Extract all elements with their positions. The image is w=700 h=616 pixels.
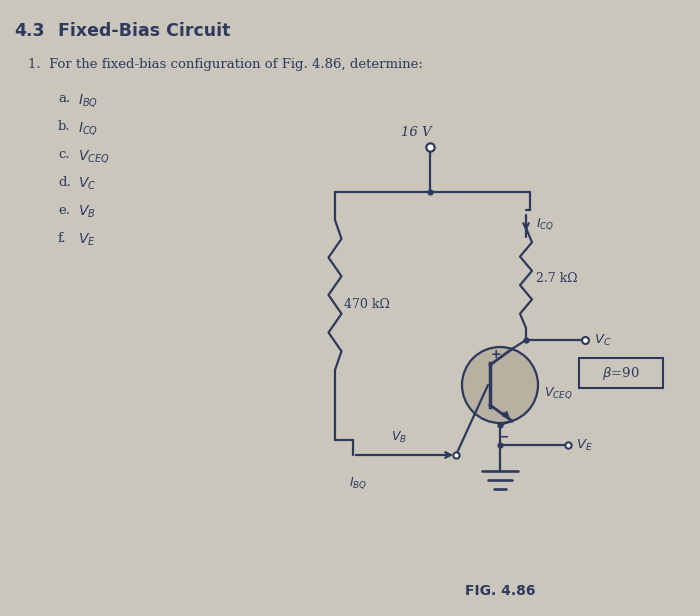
Text: c.: c.	[58, 148, 69, 161]
Text: $V_C$: $V_C$	[594, 333, 612, 347]
Circle shape	[462, 347, 538, 423]
Text: f.: f.	[58, 232, 66, 245]
FancyBboxPatch shape	[579, 358, 663, 388]
Text: 2.7 kΩ: 2.7 kΩ	[536, 272, 578, 285]
Text: $V_B$: $V_B$	[391, 429, 407, 445]
Text: FIG. 4.86: FIG. 4.86	[465, 584, 536, 598]
Text: $I_{BQ}$: $I_{BQ}$	[78, 92, 98, 109]
Text: e.: e.	[58, 204, 70, 217]
Text: 470 kΩ: 470 kΩ	[344, 299, 390, 312]
Text: Fixed-Bias Circuit: Fixed-Bias Circuit	[58, 22, 230, 40]
Text: a.: a.	[58, 92, 70, 105]
Text: $V_{CEQ}$: $V_{CEQ}$	[78, 148, 110, 165]
Text: −: −	[498, 431, 510, 444]
Text: 1.  For the fixed-bias configuration of Fig. 4.86, determine:: 1. For the fixed-bias configuration of F…	[28, 58, 423, 71]
Text: $V_{CEQ}$: $V_{CEQ}$	[544, 385, 573, 401]
Text: d.: d.	[58, 176, 71, 189]
Text: 16 V: 16 V	[400, 126, 431, 139]
Text: b.: b.	[58, 120, 71, 133]
Text: $\beta$=90: $\beta$=90	[602, 365, 640, 381]
Text: $I_{CQ}$: $I_{CQ}$	[78, 120, 98, 137]
Text: $V_E$: $V_E$	[78, 232, 96, 248]
Text: +: +	[491, 349, 501, 362]
Text: $V_C$: $V_C$	[78, 176, 97, 192]
Text: $I_{BQ}$: $I_{BQ}$	[349, 475, 368, 491]
Text: 4.3: 4.3	[14, 22, 45, 40]
Text: $V_B$: $V_B$	[78, 204, 96, 221]
Text: $I_{CQ}$: $I_{CQ}$	[536, 216, 554, 232]
Text: $V_E$: $V_E$	[576, 437, 593, 453]
